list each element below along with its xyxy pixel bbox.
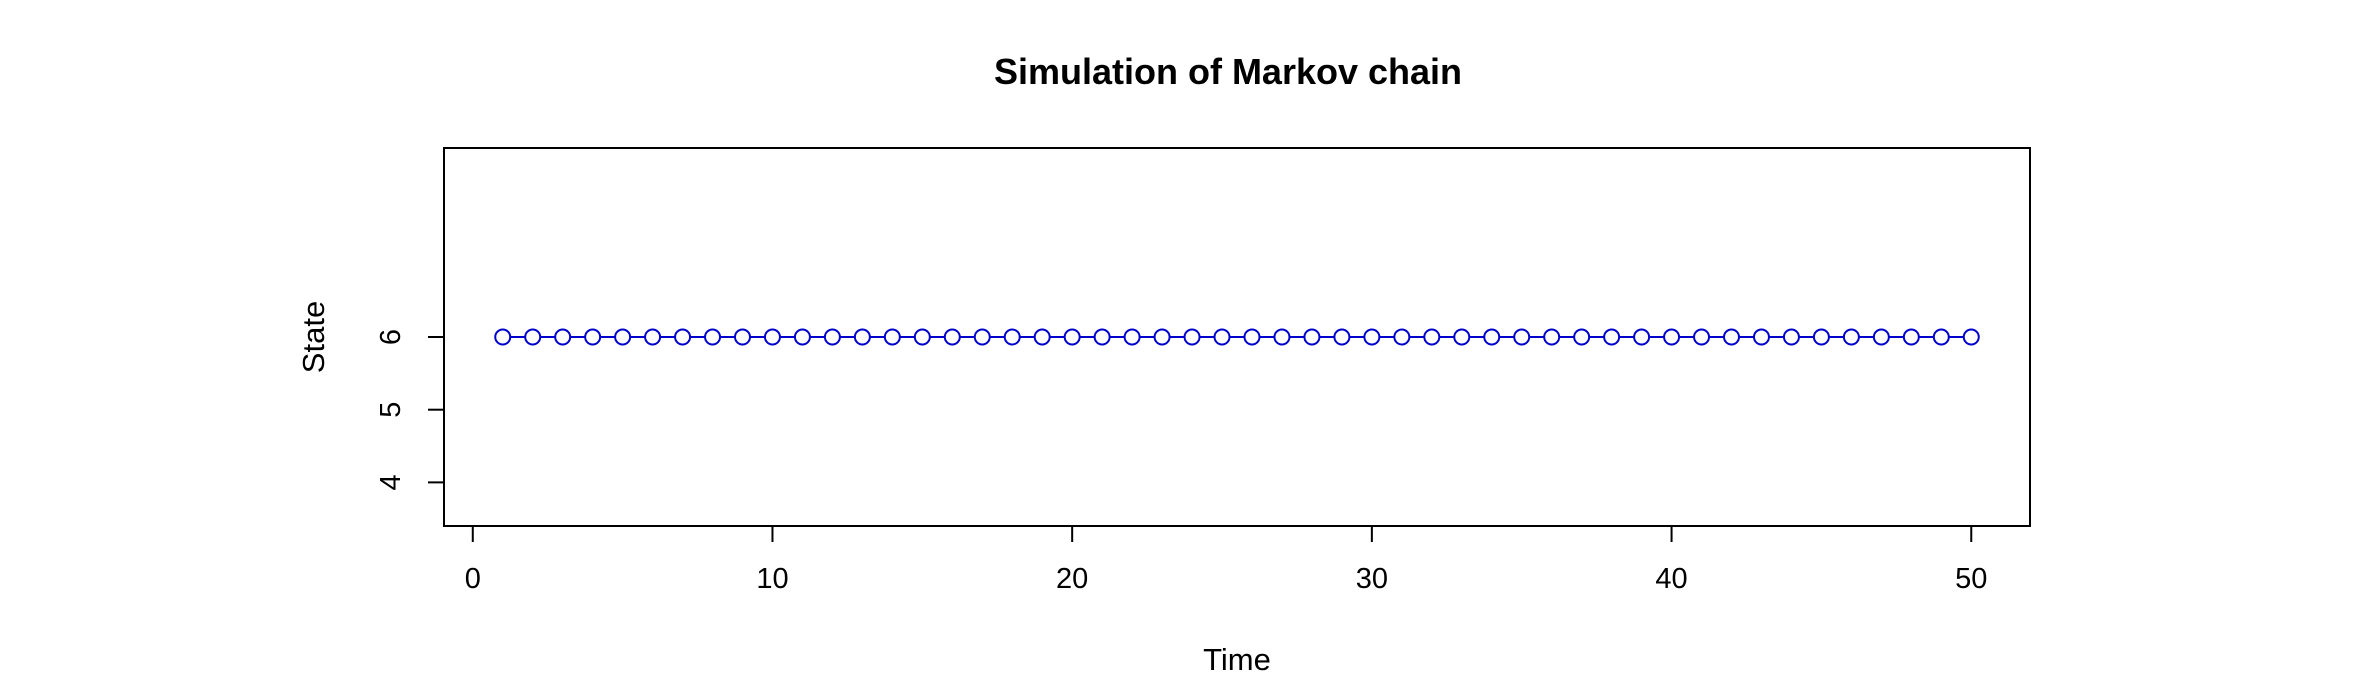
data-point: [1573, 328, 1591, 346]
data-point: [1153, 328, 1171, 346]
y-axis-label: State: [296, 301, 331, 373]
data-point: [1303, 328, 1321, 346]
x-tick-label: 30: [1356, 563, 1388, 595]
data-point: [1003, 328, 1021, 346]
data-point: [1453, 328, 1471, 346]
data-point: [1723, 328, 1741, 346]
data-point: [1842, 328, 1860, 346]
data-point: [883, 328, 901, 346]
x-tick-label: 20: [1056, 563, 1088, 595]
data-point: [1483, 328, 1501, 346]
data-point: [704, 328, 722, 346]
data-point: [1513, 328, 1531, 346]
data-point: [1243, 328, 1261, 346]
data-point: [1932, 328, 1950, 346]
data-point: [1752, 328, 1770, 346]
data-point: [943, 328, 961, 346]
data-point: [793, 328, 811, 346]
data-point: [584, 328, 602, 346]
data-point: [763, 328, 781, 346]
data-point: [1333, 328, 1351, 346]
data-point: [1363, 328, 1381, 346]
data-point: [1603, 328, 1621, 346]
data-point: [614, 328, 632, 346]
y-tick-label: 4: [375, 474, 407, 490]
data-point: [494, 328, 512, 346]
y-tick-label: 6: [375, 329, 407, 345]
data-point: [1183, 328, 1201, 346]
x-tick-label: 0: [465, 563, 481, 595]
data-point: [1063, 328, 1081, 346]
data-point: [1213, 328, 1231, 346]
x-axis: 0 10 20 30 40 50: [465, 525, 1987, 595]
data-point: [913, 328, 931, 346]
data-point: [1423, 328, 1441, 346]
data-point: [674, 328, 692, 346]
data-point: [1393, 328, 1411, 346]
data-point: [554, 328, 572, 346]
data-point: [1902, 328, 1920, 346]
x-axis-label: Time: [1203, 642, 1271, 677]
y-axis: 4 5 6: [375, 329, 445, 490]
chart-title: Simulation of Markov chain: [994, 51, 1462, 92]
data-point: [1543, 328, 1561, 346]
data-point: [1633, 328, 1651, 346]
data-point: [733, 328, 751, 346]
data-point: [973, 328, 991, 346]
data-point: [1663, 328, 1681, 346]
data-point: [1962, 328, 1980, 346]
data-point: [1093, 328, 1111, 346]
data-point: [823, 328, 841, 346]
data-point: [1782, 328, 1800, 346]
data-point: [1273, 328, 1291, 346]
data-point: [1812, 328, 1830, 346]
data-point: [644, 328, 662, 346]
data-point: [1033, 328, 1051, 346]
x-tick-label: 50: [1955, 563, 1987, 595]
series-layer: [494, 328, 1980, 346]
x-tick-label: 10: [756, 563, 788, 595]
data-point: [853, 328, 871, 346]
y-tick-label: 5: [375, 402, 407, 418]
x-tick-label: 40: [1655, 563, 1687, 595]
data-point: [524, 328, 542, 346]
data-point: [1693, 328, 1711, 346]
data-point: [1872, 328, 1890, 346]
data-point: [1123, 328, 1141, 346]
